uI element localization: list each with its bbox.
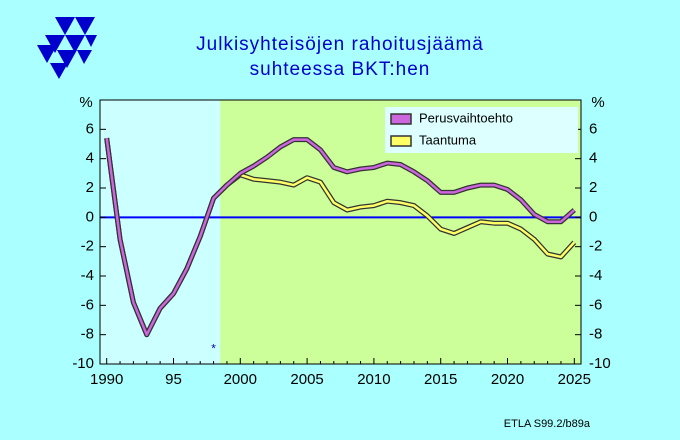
x-tick-label: 2025 bbox=[558, 371, 591, 388]
logo bbox=[37, 17, 97, 79]
chart-title: suhteessa BKT:hen bbox=[250, 59, 431, 80]
y2-tick-label: -4 bbox=[589, 267, 602, 284]
legend-label: Perusvaihtoehto bbox=[419, 110, 513, 125]
y2-tick-label: 2 bbox=[589, 179, 597, 196]
y-tick-label: -2 bbox=[81, 238, 94, 255]
y2-tick-label: 6 bbox=[589, 120, 597, 137]
x-tick-label: 2015 bbox=[424, 371, 457, 388]
x-tick-label: 95 bbox=[165, 371, 182, 388]
y-label: % bbox=[591, 94, 604, 111]
legend-label: Taantuma bbox=[419, 132, 477, 147]
y-tick-label: -4 bbox=[81, 267, 94, 284]
y2-tick-label: -8 bbox=[589, 326, 602, 343]
legend-swatch bbox=[390, 113, 412, 125]
plot-border bbox=[99, 99, 582, 365]
x-tick-label: 1990 bbox=[90, 371, 123, 388]
y-tick-label: 4 bbox=[86, 150, 94, 167]
y2-tick-label: -10 bbox=[589, 355, 611, 372]
legend-swatch bbox=[390, 135, 412, 147]
y-tick-label: 6 bbox=[86, 120, 94, 137]
annotation: * bbox=[211, 342, 216, 356]
y-tick-label: 2 bbox=[86, 179, 94, 196]
y2-tick-label: -2 bbox=[589, 238, 602, 255]
y2-tick-label: -6 bbox=[589, 296, 602, 313]
y2-tick-label: 4 bbox=[589, 150, 597, 167]
chart-title: Julkisyhteisöjen rahoitusjäämä bbox=[196, 34, 484, 55]
x-tick-label: 2000 bbox=[224, 371, 257, 388]
x-tick-label: 2010 bbox=[357, 371, 390, 388]
y2-tick-label: 0 bbox=[589, 208, 597, 225]
y-tick-label: -6 bbox=[81, 296, 94, 313]
x-tick-label: 2020 bbox=[491, 371, 524, 388]
source: ETLA S99.2/b89a bbox=[504, 418, 591, 430]
y-tick-label: -10 bbox=[72, 355, 94, 372]
legend-box bbox=[385, 107, 578, 153]
y-tick-label: 0 bbox=[86, 208, 94, 225]
series-line bbox=[105, 137, 576, 336]
x-tick-label: 2005 bbox=[290, 371, 323, 388]
y-label: % bbox=[79, 94, 92, 111]
y-tick-label: -8 bbox=[81, 326, 94, 343]
